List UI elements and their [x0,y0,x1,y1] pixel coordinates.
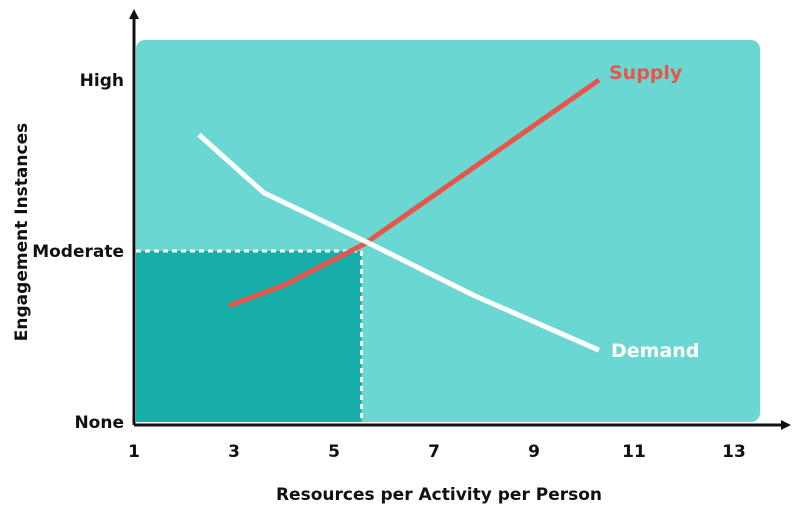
equilibrium-region [136,251,362,422]
demand-label: Demand [611,340,699,362]
x-axis-title: Resources per Activity per Person [276,485,602,505]
y-tick-label: Moderate [32,242,124,262]
x-tick-label: 9 [528,442,540,462]
supply-line [228,77,601,309]
y-tick-label: None [74,413,124,433]
x-tick-label: 11 [622,442,646,462]
x-tick-label: 3 [228,442,240,462]
x-tick-label: 7 [428,442,440,462]
demand-line [197,132,601,353]
y-tick-label: High [80,71,124,91]
supply-label: Supply [609,62,683,84]
x-tick-label: 13 [722,442,746,462]
x-tick-label: 5 [328,442,340,462]
y-axis-title: Engagement Instances [12,123,32,341]
x-tick-label: 1 [128,442,140,462]
